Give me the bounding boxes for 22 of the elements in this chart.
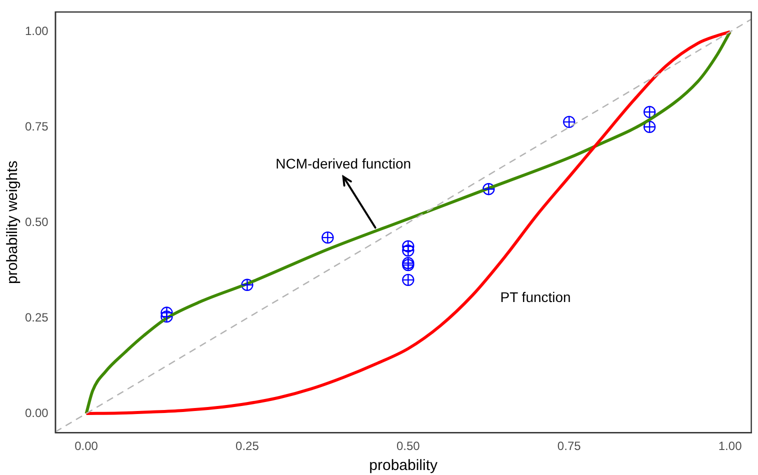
x-tick-label: 0.75 <box>557 439 582 454</box>
y-axis-title: probability weights <box>4 160 22 284</box>
annotation: PT function <box>500 288 571 305</box>
point <box>322 231 334 244</box>
annotation: NCM-derived function <box>276 156 412 172</box>
point <box>402 274 414 286</box>
point <box>643 120 656 133</box>
point <box>160 306 173 319</box>
y-tick-label: 0.25 <box>24 310 49 324</box>
point <box>643 106 656 118</box>
x-tick-label: 0.25 <box>236 439 260 454</box>
y-tick-label: 0.00 <box>24 406 49 420</box>
point <box>563 116 576 128</box>
point <box>402 244 414 257</box>
x-axis-title: probability <box>369 457 438 474</box>
x-tick-label: 0.50 <box>396 439 420 454</box>
y-tick-label: 1.00 <box>24 24 49 38</box>
y-tick-label: 0.50 <box>24 214 49 229</box>
y-tick-label: 0.75 <box>24 120 49 134</box>
x-tick-label: 1.00 <box>718 439 742 454</box>
point <box>402 240 414 252</box>
x-tick-label: 0.00 <box>74 439 98 454</box>
